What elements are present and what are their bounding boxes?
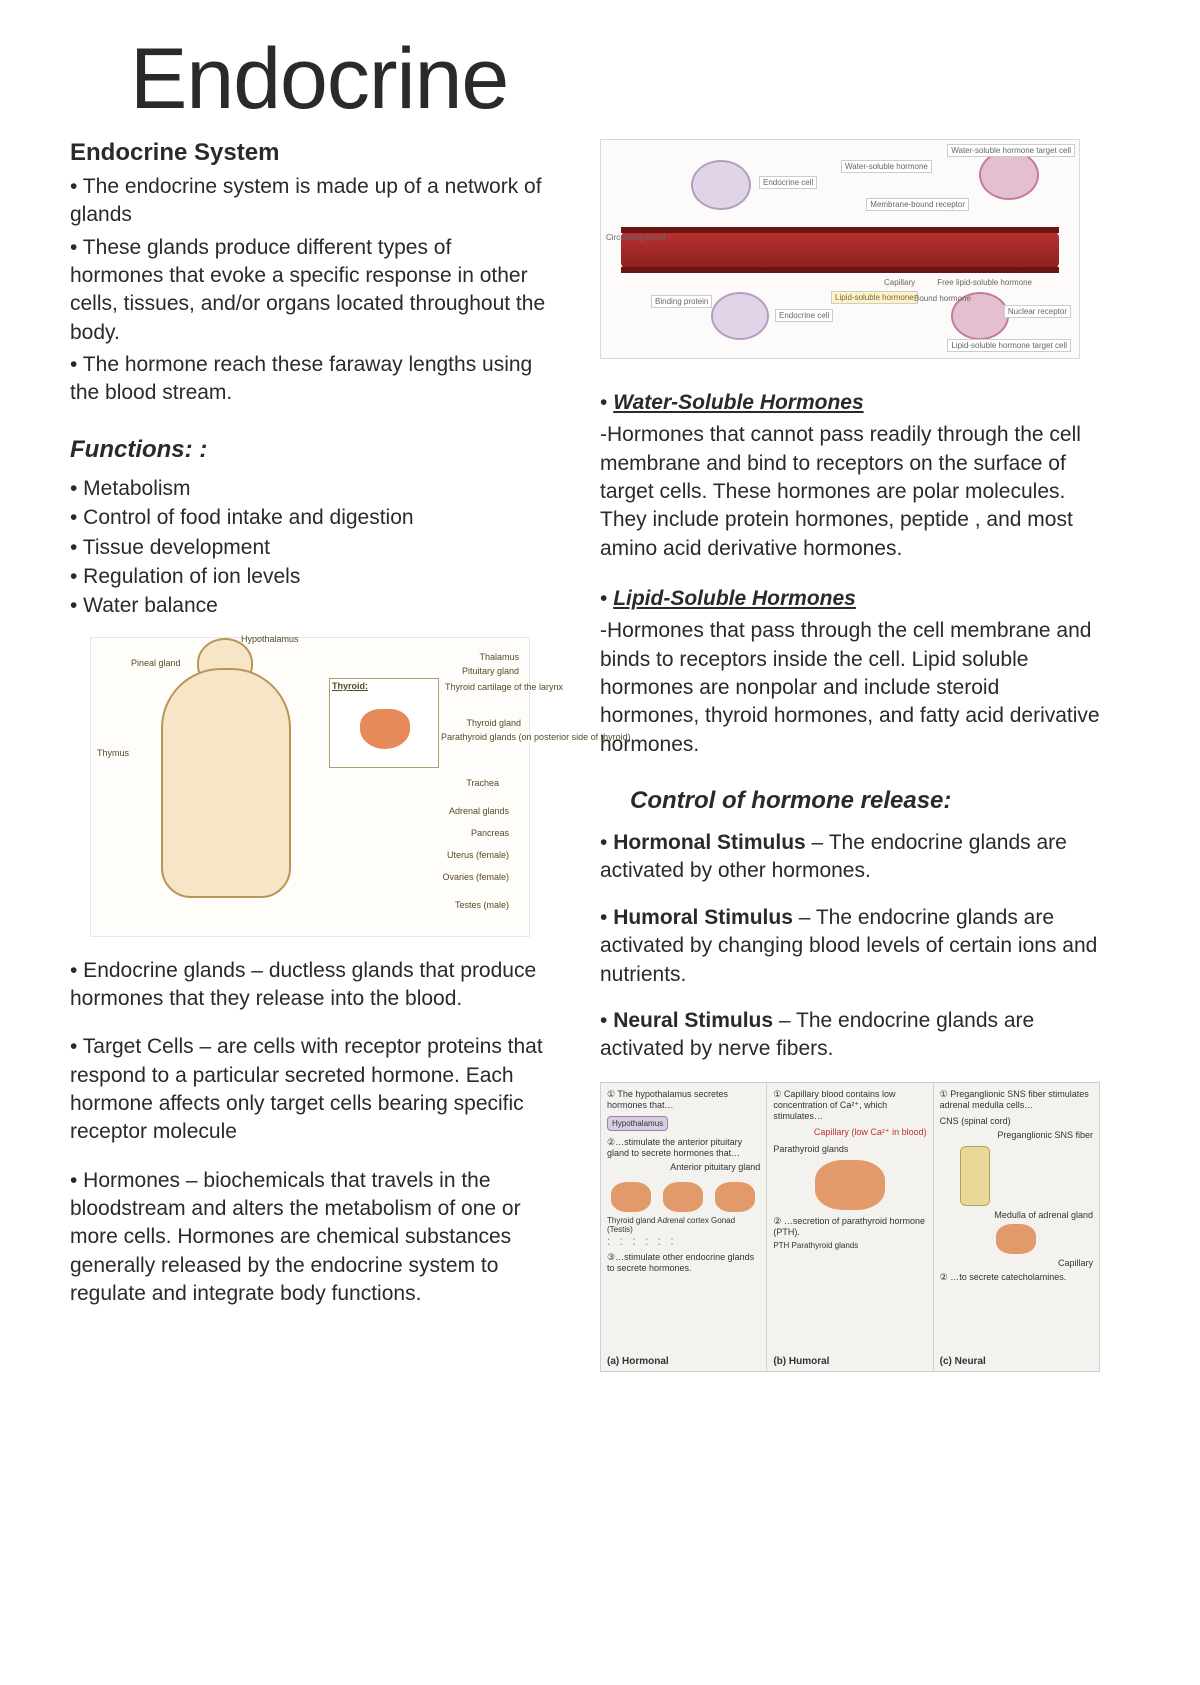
label-trachea: Trachea [466, 778, 499, 788]
flow-label: Lipid-soluble hormone [831, 291, 918, 304]
flow-label: Lipid-soluble hormone target cell [947, 339, 1071, 352]
thyroid-shape-icon [360, 709, 410, 749]
page-title: Endocrine [130, 30, 1130, 129]
flow-label: Binding protein [651, 295, 712, 308]
label-thymus: Thymus [97, 748, 129, 758]
blood-vessel-icon [621, 230, 1059, 270]
label-testes: Testes (male) [455, 900, 509, 910]
panel-caption: (b) Humoral [773, 1356, 829, 1367]
function-item: • Control of food intake and digestion [70, 503, 550, 532]
definition-endocrine-glands: • Endocrine glands – ductless glands tha… [70, 957, 550, 1014]
functions-heading: Functions: : [70, 436, 550, 464]
lipid-soluble-heading-line: • Lipid-Soluble Hormones [600, 585, 1100, 613]
neural-stimulus-name: Neural Stimulus [613, 1009, 773, 1032]
label-thyroid-cart: Thyroid cartilage of the larynx [445, 682, 525, 692]
label-uterus: Uterus (female) [447, 850, 509, 860]
water-soluble-body: -Hormones that cannot pass readily throu… [600, 421, 1100, 563]
adrenal-icon [996, 1224, 1036, 1254]
parathyroid-icon [815, 1160, 885, 1210]
lipid-soluble-heading: Lipid-Soluble Hormones [613, 587, 856, 610]
hypothalamus-box: Hypothalamus [607, 1116, 668, 1131]
label-thalamus: Thalamus [479, 652, 519, 662]
thyroid-inset-label: Thyroid: [330, 679, 438, 693]
definition-target-cells: • Target Cells – are cells with receptor… [70, 1033, 550, 1146]
endocrine-cell-icon [691, 160, 751, 210]
three-glands-row [607, 1178, 760, 1216]
panel-line: Medulla of adrenal gland [940, 1210, 1093, 1220]
panel-line: ③…stimulate other endocrine glands to se… [607, 1252, 760, 1273]
control-release-heading: Control of hormone release: [630, 787, 1100, 815]
thyroid-inset-icon: Thyroid: [329, 678, 439, 768]
hormonal-stimulus-name: Hormonal Stimulus [613, 831, 806, 854]
panel-caption: (a) Hormonal [607, 1356, 669, 1367]
function-item: • Tissue development [70, 533, 550, 562]
intro-line-1: • The endocrine system is made up of a n… [70, 173, 550, 230]
flow-label: Nuclear receptor [1004, 305, 1071, 318]
panel-neural: ① Preganglionic SNS fiber stimulates adr… [934, 1083, 1099, 1371]
flow-label: Capillary [881, 277, 918, 288]
flow-label: Endocrine cell [759, 176, 817, 189]
panel-line: Capillary (low Ca²⁺ in blood) [773, 1127, 926, 1138]
endocrine-cell-icon [711, 292, 769, 340]
label-parathyroid: Parathyroid glands (on posterior side of… [441, 732, 525, 742]
spinal-cord-icon [960, 1146, 990, 1206]
two-column-layout: Endocrine System • The endocrine system … [70, 139, 1130, 1372]
function-item: • Water balance [70, 591, 550, 620]
endocrine-body-diagram: Thyroid: Hypothalamus Pineal gland Thala… [90, 637, 530, 937]
endocrine-system-heading: Endocrine System [70, 139, 550, 167]
label-hypothalamus: Hypothalamus [241, 634, 299, 644]
gland-icon [663, 1182, 703, 1212]
flow-label: Bound hormone [911, 293, 974, 304]
lipid-soluble-body: -Hormones that pass through the cell mem… [600, 617, 1100, 759]
left-column: Endocrine System • The endocrine system … [70, 139, 550, 1372]
label-thyroid-gland: Thyroid gland [466, 718, 521, 728]
water-soluble-heading: Water-Soluble Hormones [613, 391, 863, 414]
panel-line: ② …secretion of parathyroid hormone (PTH… [773, 1216, 926, 1237]
function-item: • Regulation of ion levels [70, 562, 550, 591]
hormonal-stimulus-block: • Hormonal Stimulus – The endocrine glan… [600, 829, 1100, 886]
water-soluble-heading-line: • Water-Soluble Hormones [600, 389, 1100, 417]
flow-label: Membrane-bound receptor [866, 198, 969, 211]
panel-line: Capillary [940, 1258, 1093, 1268]
panel-humoral: ① Capillary blood contains low concentra… [767, 1083, 933, 1371]
panel-title: ① The hypothalamus secretes hormones tha… [607, 1089, 760, 1110]
label-pineal: Pineal gland [131, 658, 181, 668]
flow-label: Free lipid-soluble hormone [934, 277, 1035, 288]
panel-hormonal: ① The hypothalamus secretes hormones tha… [601, 1083, 767, 1371]
panel-line: ②…stimulate the anterior pituitary gland… [607, 1137, 760, 1158]
panel-title: ① Capillary blood contains low concentra… [773, 1089, 926, 1121]
panel-title: ① Preganglionic SNS fiber stimulates adr… [940, 1089, 1093, 1110]
dots-icon: : : : : : : [607, 1234, 760, 1248]
neural-stimulus-block: • Neural Stimulus – The endocrine glands… [600, 1007, 1100, 1064]
hormone-flow-diagram: Endocrine cell Water-soluble hormone Wat… [600, 139, 1080, 359]
label-pancreas: Pancreas [471, 828, 509, 838]
flow-label: Endocrine cell [775, 309, 833, 322]
stimuli-three-panel-diagram: ① The hypothalamus secretes hormones tha… [600, 1082, 1100, 1372]
panel-line: Parathyroid glands [773, 1144, 926, 1154]
panel-line: ② …to secrete catecholamines. [940, 1272, 1093, 1283]
label-adrenal: Adrenal glands [449, 806, 509, 816]
intro-line-2: • These glands produce different types o… [70, 234, 550, 347]
panel-line: Thyroid gland Adrenal cortex Gonad (Test… [607, 1216, 760, 1234]
label-pituitary: Pituitary gland [462, 666, 519, 676]
right-column: Endocrine cell Water-soluble hormone Wat… [600, 139, 1100, 1372]
panel-line: Preganglionic SNS fiber [940, 1130, 1093, 1140]
gland-icon [715, 1182, 755, 1212]
intro-line-3: • The hormone reach these faraway length… [70, 351, 550, 408]
panel-line: Anterior pituitary gland [607, 1162, 760, 1172]
panel-caption: (c) Neural [940, 1356, 986, 1367]
humoral-stimulus-block: • Humoral Stimulus – The endocrine gland… [600, 904, 1100, 989]
function-item: • Metabolism [70, 474, 550, 503]
flow-label: Water-soluble hormone target cell [947, 144, 1075, 157]
flow-label: Water-soluble hormone [841, 160, 932, 173]
flow-label: Circulating blood [603, 232, 669, 243]
humoral-stimulus-name: Humoral Stimulus [613, 906, 793, 929]
target-cell-icon [979, 150, 1039, 200]
definition-hormones: • Hormones – biochemicals that travels i… [70, 1167, 550, 1309]
label-ovaries: Ovaries (female) [442, 872, 509, 882]
panel-line: PTH Parathyroid glands [773, 1241, 926, 1250]
torso-shape-icon [161, 668, 291, 898]
panel-line: CNS (spinal cord) [940, 1116, 1093, 1126]
gland-icon [611, 1182, 651, 1212]
